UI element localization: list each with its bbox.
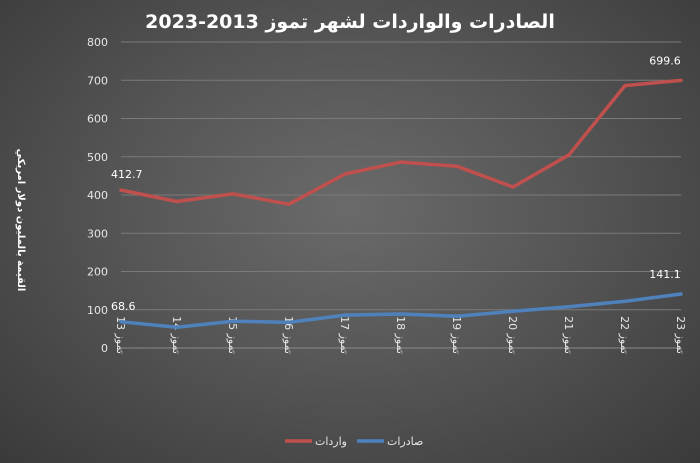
x-tick-label: تموز 22	[618, 316, 631, 354]
data-point	[175, 200, 179, 204]
data-point	[175, 325, 179, 329]
data-point	[679, 78, 683, 82]
y-tick-label: 600	[87, 113, 108, 126]
y-tick-label: 300	[87, 227, 108, 240]
data-point	[455, 164, 459, 168]
x-tick-label: تموز 15	[226, 316, 239, 354]
x-tick-label: تموز 20	[506, 316, 519, 354]
x-tick-label: تموز 16	[282, 316, 295, 354]
data-labels: 412.7 699.6 68.6 141.1	[111, 54, 681, 312]
data-point	[679, 292, 683, 296]
data-point	[287, 202, 291, 206]
data-point	[567, 305, 571, 309]
data-point	[511, 185, 515, 189]
x-tick-label: تموز 13	[114, 316, 127, 354]
x-tick-label: تموز 23	[674, 316, 687, 354]
y-tick-label: 700	[87, 74, 108, 87]
x-tick-label: تموز 18	[394, 316, 407, 354]
legend-label: واردات	[315, 435, 347, 448]
data-point	[455, 314, 459, 318]
data-point	[287, 320, 291, 324]
y-tick-label: 400	[87, 189, 108, 202]
y-axis-label: القيمة بالمليون دولار امريكي	[15, 149, 26, 292]
y-tick-label: 200	[87, 266, 108, 279]
data-point	[567, 153, 571, 157]
x-tick-label: تموز 21	[562, 316, 575, 354]
data-point	[399, 312, 403, 316]
series-lines	[119, 78, 683, 330]
data-label: 141.1	[649, 268, 681, 281]
data-point	[343, 313, 347, 317]
data-point	[343, 172, 347, 176]
x-tick-label: تموز 17	[338, 316, 351, 354]
series-line-0	[119, 78, 683, 206]
data-label: 412.7	[111, 168, 143, 181]
data-label: 68.6	[111, 300, 136, 313]
legend-label: صادرات	[387, 435, 423, 448]
data-point	[623, 84, 627, 88]
data-label: 699.6	[649, 54, 681, 67]
x-tick-label: تموز 19	[450, 316, 463, 354]
y-tick-label: 800	[87, 36, 108, 49]
data-point	[511, 309, 515, 313]
y-tick-label: 0	[101, 342, 108, 355]
gridlines	[121, 41, 681, 349]
legend: واردات صادرات	[285, 435, 423, 448]
data-point	[119, 320, 123, 324]
y-tick-label: 100	[87, 304, 108, 317]
data-point	[231, 192, 235, 196]
chart-title: الصادرات والواردات لشهر تموز 2013-2023	[145, 11, 555, 33]
data-point	[231, 319, 235, 323]
data-point	[623, 299, 627, 303]
data-point	[119, 188, 123, 192]
x-tick-label: تموز 14	[170, 316, 183, 354]
data-point	[399, 160, 403, 164]
y-axis-ticks: 0 100 200 300 400 500 600 700 800	[87, 36, 108, 355]
y-tick-label: 500	[87, 151, 108, 164]
